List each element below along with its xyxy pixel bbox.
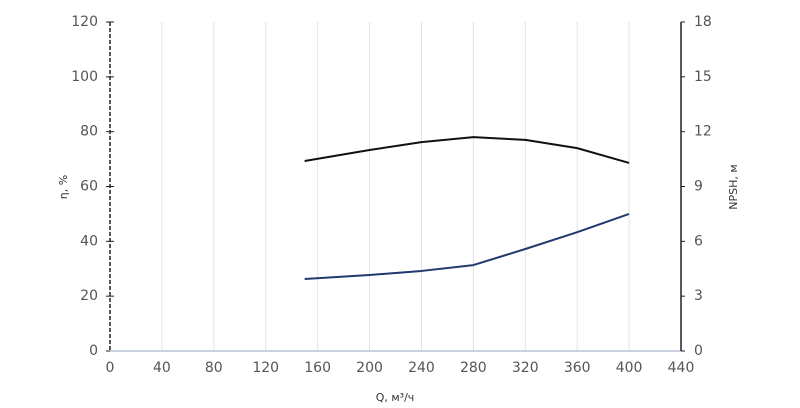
x-tick-label: 0 [106,360,115,376]
x-tick-label: 120 [252,360,279,376]
y-tick-label: 0 [89,343,98,359]
x-tick-label: 40 [153,360,171,376]
series-line [304,136,630,164]
y-tick-label: 100 [71,69,98,85]
y-tick-label: 80 [80,124,98,140]
y2-axis-title: NPSH, м [727,164,740,209]
x-tick-label: 320 [512,360,539,376]
x-tick-label: 240 [408,360,435,376]
series-line [304,212,630,280]
x-tick-label: 440 [668,360,695,376]
y2-tick-label: 3 [694,288,703,304]
y2-tick-label: 9 [694,179,703,195]
y-tick-label: 60 [80,179,98,195]
x-tick-label: 360 [564,360,591,376]
y2-tick-label: 6 [694,233,703,249]
x-tick-label: 400 [616,360,643,376]
x-tick-label: 200 [356,360,383,376]
y-tick-label: 40 [80,233,98,249]
y2-tick-label: 15 [694,69,712,85]
x-tick-label: 280 [460,360,487,376]
x-axis-title: Q, м³/ч [376,391,415,404]
x-tick-label: 80 [205,360,223,376]
x-tick-label: 160 [304,360,331,376]
y-tick-label: 120 [71,14,98,30]
y2-tick-label: 18 [694,14,712,30]
y-axis-title: η, % [57,175,70,199]
y2-tick-label: 0 [694,343,703,359]
y2-tick-label: 12 [694,124,712,140]
y-tick-label: 20 [80,288,98,304]
